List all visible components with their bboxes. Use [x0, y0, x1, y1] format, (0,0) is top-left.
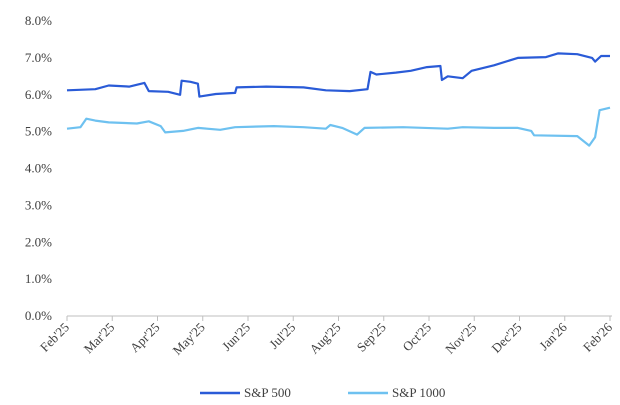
x-tick-label: Jul'25	[266, 320, 298, 352]
y-tick-label: 2.0%	[25, 234, 52, 249]
y-tick-label: 6.0%	[25, 87, 52, 102]
x-axis-ticks: Feb'25 Mar'25 Apr'25 May'25 Jun'25 Jul'25 Aug'…	[37, 316, 616, 358]
x-tick-label: May'25	[170, 320, 208, 358]
y-tick-label: 5.0%	[25, 124, 52, 139]
y-tick-label: 0.0%	[25, 308, 52, 323]
x-tick-label: Jan'26	[536, 319, 570, 353]
series-lines	[66, 52, 611, 147]
legend-label-1: S&P 500	[244, 385, 291, 400]
y-axis-ticks: 0.0% 1.0% 2.0% 3.0% 4.0% 5.0% 6.0% 7.0% 8.0%	[25, 13, 52, 323]
x-tick-label: Nov'25	[442, 320, 479, 357]
legend: S&P 500 S&P 1000	[200, 385, 445, 400]
y-tick-label: 3.0%	[25, 197, 52, 212]
x-tick-label: Apr'25	[127, 320, 163, 356]
legend-label-2: S&P 1000	[392, 385, 445, 400]
x-tick-label: Feb'25	[37, 320, 72, 355]
series-line-2	[66, 106, 611, 147]
y-tick-label: 8.0%	[25, 13, 52, 28]
y-tick-label: 1.0%	[25, 271, 52, 286]
y-tick-label: 7.0%	[25, 50, 52, 65]
x-tick-label: Feb'26	[580, 319, 616, 355]
x-tick-label: Aug'25	[306, 320, 343, 357]
x-tick-label: Sep'25	[354, 320, 389, 355]
x-tick-label: Mar'25	[81, 320, 118, 357]
x-tick-label: Dec'25	[488, 320, 524, 356]
x-tick-label: Oct'25	[399, 320, 434, 355]
x-tick-label: Jun'25	[219, 320, 253, 354]
y-tick-label: 4.0%	[25, 161, 52, 176]
series-line-1	[66, 52, 610, 98]
